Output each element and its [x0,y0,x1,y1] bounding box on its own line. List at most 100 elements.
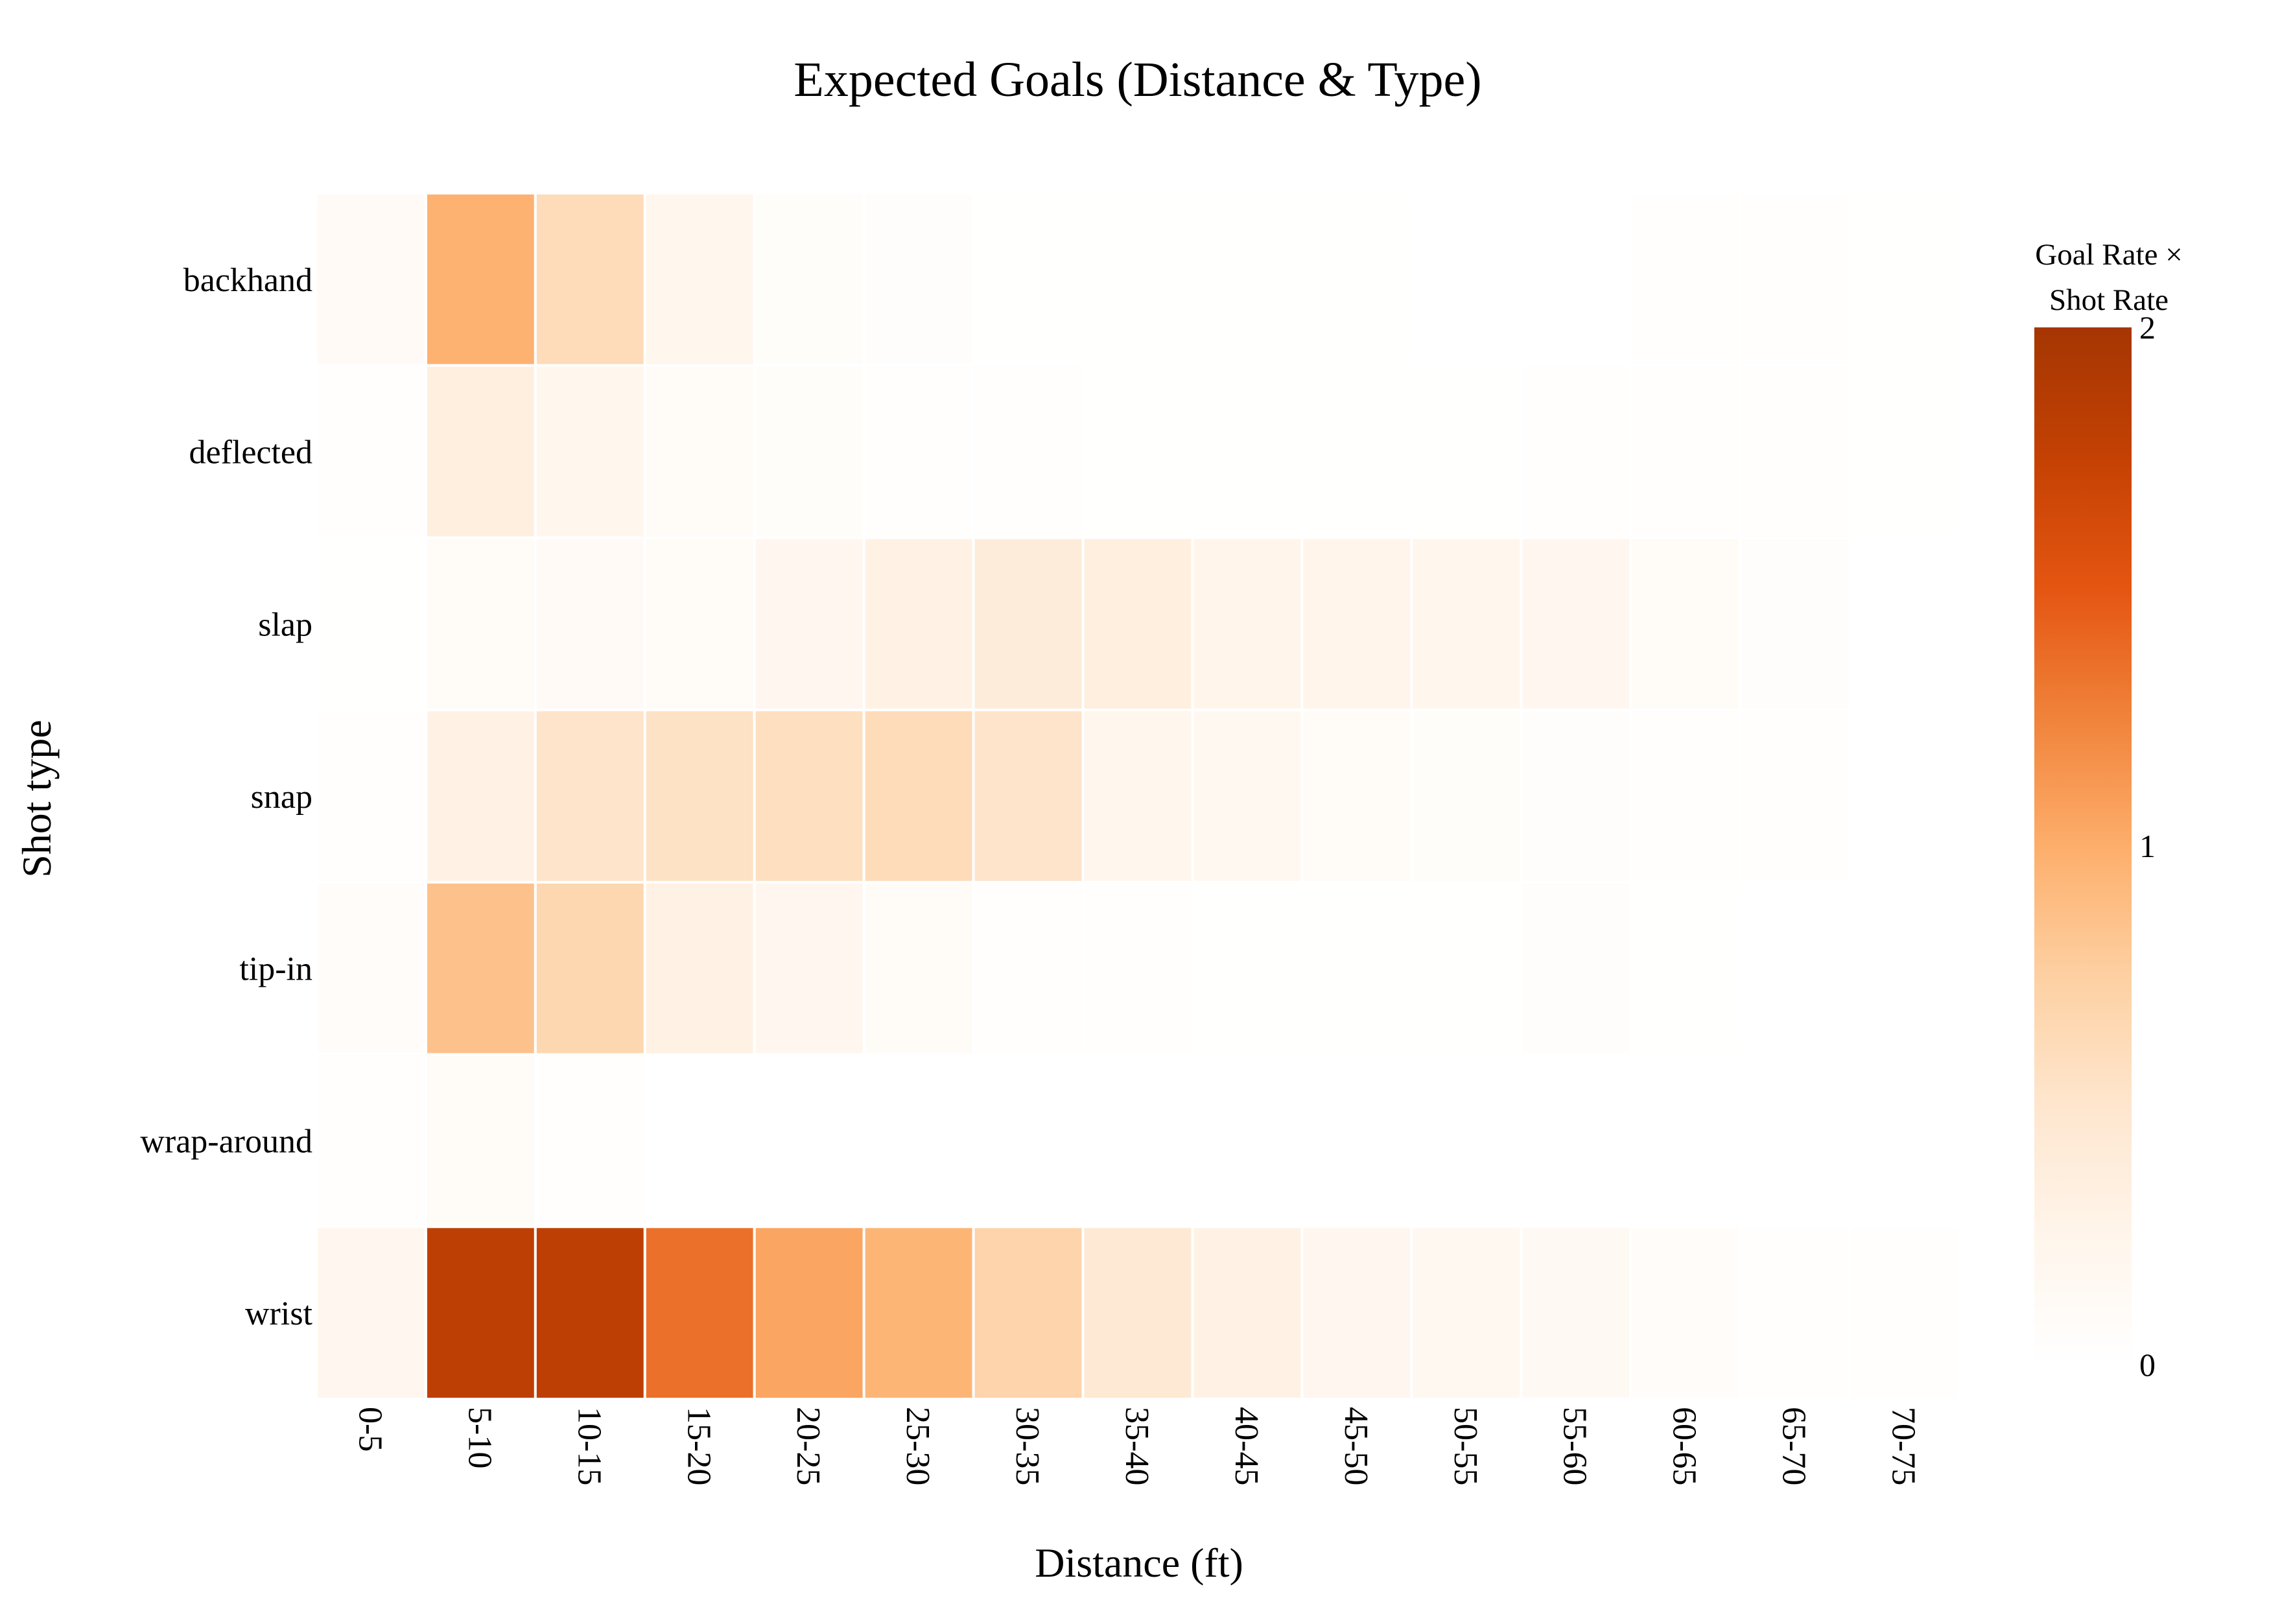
x-tick-label: 60-65 [1666,1407,1703,1485]
x-tick-label: 10-15 [570,1407,607,1485]
heatmap-cell-deflected-50-55 [1410,364,1523,539]
heatmap-cell-deflected-40-45 [1191,364,1304,539]
y-tick-label: backhand [183,262,312,299]
colorbar-title-line-2: Shot Rate [2049,283,2169,317]
heatmap-cell-snap-65-70 [1739,709,1852,884]
heatmap-cell-tip-in-55-60 [1520,880,1632,1056]
y-axis-ticks: backhand deflected slap snap tip-in wrap-arou… [140,262,312,1332]
y-tick-label: deflected [189,434,312,471]
heatmap-cell-deflected-70-75 [1848,364,1960,539]
heatmap-cell-wrap-around-0-5 [315,1053,427,1229]
heatmap-cell-wrist-35-40 [1081,1225,1194,1401]
x-tick-label: 35-40 [1118,1407,1155,1485]
heatmap-cell-deflected-55-60 [1520,364,1632,539]
heatmap-cell-snap-55-60 [1520,709,1632,884]
heatmap-cell-snap-20-25 [753,709,865,884]
heatmap-cell-slap-15-20 [643,536,756,712]
heatmap-cell-slap-20-25 [753,536,865,712]
x-tick-label: 20-25 [790,1407,827,1485]
heatmap-cell-backhand-40-45 [1191,192,1304,367]
heatmap-cell-tip-in-35-40 [1081,880,1194,1056]
colorbar-tick-label: 2 [2139,309,2156,346]
colorbar: Goal Rate × Shot Rate 0 1 2 [2034,238,2183,1383]
heatmap-cell-backhand-30-35 [972,192,1085,367]
heatmap-cell-backhand-55-60 [1520,192,1632,367]
heatmap-cell-slap-50-55 [1410,536,1523,712]
x-tick-label: 15-20 [680,1407,717,1485]
heatmap-cell-snap-40-45 [1191,709,1304,884]
heatmap-cell-deflected-5-10 [424,364,537,539]
heatmap-cell-slap-25-30 [862,536,975,712]
heatmap-cell-backhand-45-50 [1300,192,1413,367]
heatmap-cell-slap-40-45 [1191,536,1304,712]
x-tick-label: 5-10 [461,1407,498,1468]
heatmap-cell-tip-in-0-5 [315,880,427,1056]
heatmap-cell-slap-0-5 [315,536,427,712]
heatmap-cells [315,192,1960,1401]
heatmap-cell-backhand-15-20 [643,192,756,367]
y-tick-label: slap [258,606,312,643]
y-tick-label: tip-in [239,951,312,988]
heatmap-cell-slap-45-50 [1300,536,1413,712]
heatmap-cell-deflected-25-30 [862,364,975,539]
x-tick-label: 40-45 [1228,1407,1265,1485]
heatmap-cell-tip-in-10-15 [534,880,646,1056]
heatmap-cell-tip-in-15-20 [643,880,756,1056]
y-tick-label: snap [251,779,312,816]
x-axis-title: Distance (ft) [1035,1540,1243,1586]
heatmap-cell-backhand-10-15 [534,192,646,367]
heatmap-cell-deflected-0-5 [315,364,427,539]
x-tick-label: 30-35 [1009,1407,1046,1485]
heatmap-cell-backhand-20-25 [753,192,865,367]
heatmap-cell-deflected-60-65 [1629,364,1742,539]
heatmap-cell-slap-55-60 [1520,536,1632,712]
heatmap-cell-snap-15-20 [643,709,756,884]
heatmap-cell-snap-25-30 [862,709,975,884]
heatmap-cell-wrist-50-55 [1410,1225,1523,1401]
heatmap-cell-snap-10-15 [534,709,646,884]
heatmap-cell-tip-in-40-45 [1191,880,1304,1056]
heatmap-cell-wrist-5-10 [424,1225,537,1401]
heatmap-cell-wrist-65-70 [1739,1225,1852,1401]
heatmap-cell-wrap-around-10-15 [534,1053,646,1229]
heatmap-cell-snap-35-40 [1081,709,1194,884]
heatmap-cell-backhand-70-75 [1848,192,1960,367]
heatmap-cell-deflected-35-40 [1081,364,1194,539]
heatmap-cell-wrist-25-30 [862,1225,975,1401]
heatmap-cell-slap-10-15 [534,536,646,712]
heatmap-cell-backhand-65-70 [1739,192,1852,367]
heatmap-cell-backhand-25-30 [862,192,975,367]
heatmap-cell-slap-35-40 [1081,536,1194,712]
heatmap-cell-tip-in-45-50 [1300,880,1413,1056]
heatmap-cell-wrap-around-5-10 [424,1053,537,1229]
x-axis-ticks: 0-5 5-10 10-15 15-20 20-25 25-30 30-35 35-40 40-… [351,1407,1922,1485]
heatmap-cell-slap-60-65 [1629,536,1742,712]
heatmap-cell-tip-in-30-35 [972,880,1085,1056]
colorbar-tick-label: 0 [2139,1347,2156,1383]
y-axis-title: Shot type [14,720,60,878]
heatmap-cell-snap-60-65 [1629,709,1742,884]
x-tick-label: 70-75 [1885,1407,1922,1485]
x-tick-label: 55-60 [1557,1407,1593,1485]
heatmap-cell-snap-30-35 [972,709,1085,884]
heatmap-cell-wrist-10-15 [534,1225,646,1401]
heatmap-cell-tip-in-5-10 [424,880,537,1056]
chart-title: Expected Goals (Distance & Type) [794,53,1481,107]
y-tick-label: wrist [245,1295,313,1332]
heatmap-cell-deflected-10-15 [534,364,646,539]
heatmap-cell-slap-65-70 [1739,536,1852,712]
heatmap-cell-snap-5-10 [424,709,537,884]
x-tick-label: 50-55 [1447,1407,1484,1485]
x-tick-label: 45-50 [1337,1407,1374,1485]
x-tick-label: 0-5 [351,1407,388,1452]
heatmap-cell-backhand-5-10 [424,192,537,367]
heatmap-cell-snap-45-50 [1300,709,1413,884]
y-tick-label: wrap-around [140,1123,312,1160]
heatmap-cell-deflected-65-70 [1739,364,1852,539]
heatmap-cell-backhand-35-40 [1081,192,1194,367]
heatmap-cell-backhand-0-5 [315,192,427,367]
heatmap-cell-wrist-70-75 [1848,1225,1960,1401]
heatmap-cell-tip-in-60-65 [1629,880,1742,1056]
heatmap-cell-deflected-45-50 [1300,364,1413,539]
